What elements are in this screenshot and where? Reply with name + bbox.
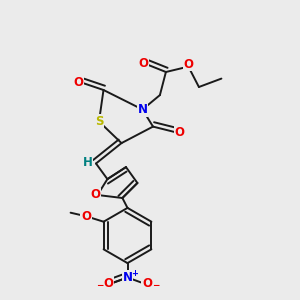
Text: −: − <box>96 281 103 290</box>
Text: O: O <box>183 58 194 71</box>
Text: O: O <box>81 210 91 223</box>
Text: O: O <box>73 76 83 89</box>
Text: O: O <box>103 277 113 290</box>
Text: S: S <box>95 115 103 128</box>
Text: −: − <box>152 281 159 290</box>
Text: N: N <box>137 103 148 116</box>
Text: +: + <box>131 269 137 278</box>
Text: O: O <box>142 277 152 290</box>
Text: N: N <box>122 271 133 284</box>
Text: H: H <box>83 156 92 169</box>
Text: O: O <box>174 126 184 139</box>
Text: O: O <box>138 57 148 70</box>
Text: O: O <box>91 188 101 202</box>
